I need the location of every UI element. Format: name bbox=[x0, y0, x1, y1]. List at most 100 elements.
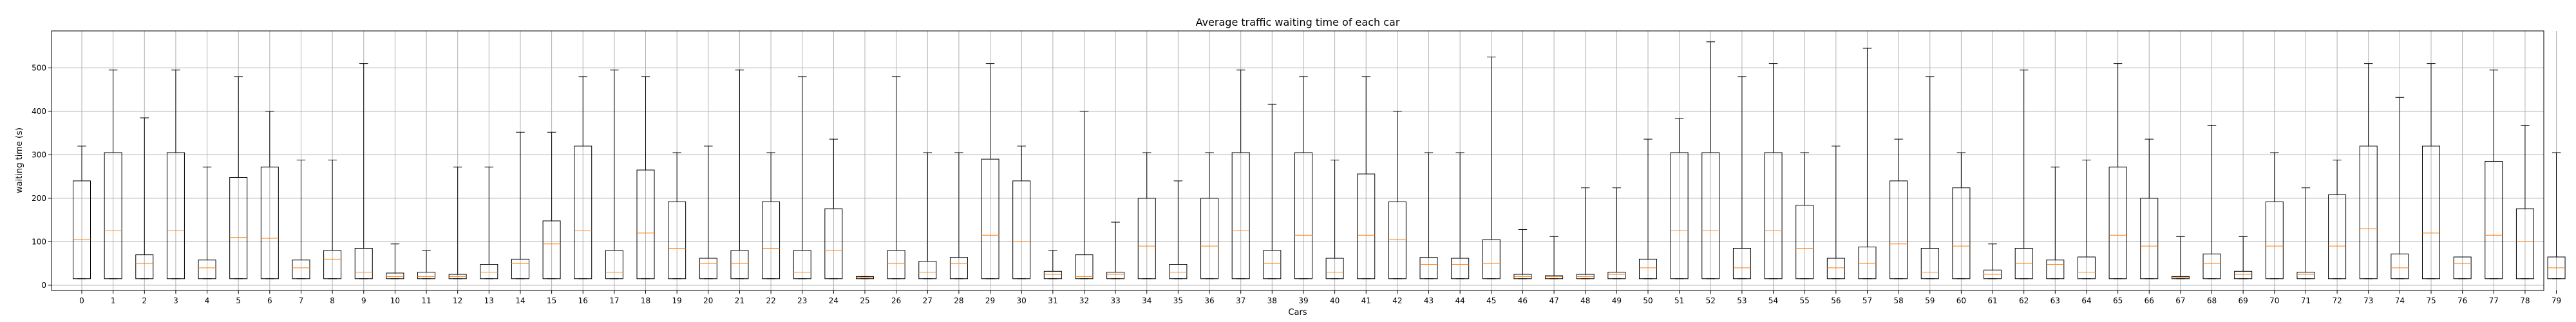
iqr-box bbox=[1952, 187, 1971, 279]
box-car-31 bbox=[1043, 250, 1062, 279]
x-tick-label: 78 bbox=[2520, 296, 2530, 305]
x-tick-label: 13 bbox=[484, 296, 494, 305]
box-car-27 bbox=[918, 152, 937, 279]
x-tick-label: 29 bbox=[985, 296, 995, 305]
box-car-9 bbox=[354, 63, 373, 279]
x-tick-label: 41 bbox=[1361, 296, 1371, 305]
box-car-40 bbox=[1325, 159, 1344, 279]
iqr-box bbox=[480, 263, 498, 279]
box-car-16 bbox=[574, 76, 592, 279]
box-car-78 bbox=[2515, 124, 2534, 279]
x-tick-label: 7 bbox=[299, 296, 304, 305]
iqr-box bbox=[1075, 254, 1094, 279]
x-tick-label: 9 bbox=[361, 296, 366, 305]
y-tick-label: 500 bbox=[32, 63, 46, 72]
iqr-box bbox=[1137, 198, 1156, 279]
x-tick-label: 5 bbox=[236, 296, 241, 305]
box-car-1 bbox=[104, 70, 122, 279]
x-tick-label: 0 bbox=[79, 296, 84, 305]
iqr-box bbox=[1294, 152, 1312, 279]
x-tick-label: 54 bbox=[1768, 296, 1778, 305]
x-tick-label: 77 bbox=[2489, 296, 2499, 305]
box-car-23 bbox=[793, 76, 811, 279]
iqr-box bbox=[292, 260, 310, 279]
x-tick-label: 4 bbox=[205, 296, 210, 305]
box-car-63 bbox=[2046, 166, 2065, 279]
iqr-box bbox=[2077, 256, 2096, 279]
box-car-20 bbox=[699, 146, 717, 279]
box-car-6 bbox=[260, 111, 279, 279]
iqr-box bbox=[166, 152, 185, 279]
iqr-box bbox=[2108, 166, 2127, 279]
x-tick-label: 19 bbox=[672, 296, 682, 305]
box-car-45 bbox=[1482, 57, 1501, 279]
box-car-70 bbox=[2265, 152, 2284, 279]
box-car-68 bbox=[2202, 124, 2221, 279]
box-car-43 bbox=[1419, 152, 1438, 279]
box-car-75 bbox=[2422, 63, 2440, 279]
box-car-14 bbox=[511, 131, 529, 279]
iqr-box bbox=[1357, 173, 1376, 279]
box-car-57 bbox=[1858, 48, 1877, 279]
iqr-box bbox=[1263, 250, 1282, 279]
x-tick-label: 15 bbox=[547, 296, 556, 305]
box-car-49 bbox=[1607, 187, 1626, 279]
y-axis-ticks: 0 100 200 300 400 500 bbox=[32, 63, 52, 290]
iqr-box bbox=[1043, 270, 1062, 279]
x-tick-label: 74 bbox=[2395, 296, 2405, 305]
x-tick-label: 28 bbox=[954, 296, 963, 305]
x-tick-label: 67 bbox=[2175, 296, 2185, 305]
box-car-15 bbox=[542, 131, 561, 279]
box-car-21 bbox=[730, 70, 749, 279]
y-tick-label: 300 bbox=[32, 150, 46, 159]
iqr-box bbox=[2234, 270, 2253, 279]
x-tick-label: 36 bbox=[1204, 296, 1214, 305]
iqr-box bbox=[949, 257, 968, 279]
iqr-box bbox=[699, 258, 717, 279]
iqr-box bbox=[636, 169, 655, 279]
box-car-62 bbox=[2014, 70, 2033, 279]
iqr-box bbox=[1482, 239, 1501, 279]
x-axis-label: Cars bbox=[1288, 308, 1307, 317]
iqr-box bbox=[1388, 201, 1406, 279]
x-tick-label: 47 bbox=[1549, 296, 1558, 305]
box-car-2 bbox=[135, 117, 154, 279]
x-tick-label: 33 bbox=[1110, 296, 1120, 305]
box-car-29 bbox=[981, 63, 999, 279]
iqr-box bbox=[824, 208, 843, 279]
plot-frame bbox=[51, 30, 2544, 291]
iqr-box bbox=[2515, 208, 2534, 279]
x-tick-label: 42 bbox=[1392, 296, 1402, 305]
box-car-46 bbox=[1513, 229, 1532, 279]
iqr-box bbox=[793, 250, 811, 279]
x-tick-label: 34 bbox=[1142, 296, 1151, 305]
box-car-7 bbox=[292, 159, 310, 279]
x-tick-label: 30 bbox=[1017, 296, 1027, 305]
iqr-box bbox=[2453, 256, 2472, 279]
iqr-box bbox=[1732, 248, 1751, 279]
box-car-79 bbox=[2547, 152, 2566, 279]
iqr-box bbox=[574, 146, 592, 279]
x-tick-label: 20 bbox=[703, 296, 713, 305]
iqr-box bbox=[2265, 201, 2284, 279]
iqr-box bbox=[2485, 161, 2503, 279]
x-tick-label: 31 bbox=[1048, 296, 1057, 305]
box-car-19 bbox=[668, 152, 687, 279]
x-tick-label: 37 bbox=[1236, 296, 1245, 305]
iqr-box bbox=[198, 260, 216, 279]
iqr-box bbox=[1920, 248, 1939, 279]
iqr-box bbox=[2297, 272, 2315, 279]
iqr-box bbox=[2202, 253, 2221, 279]
x-tick-label: 59 bbox=[1925, 296, 1935, 305]
x-tick-label: 56 bbox=[1831, 296, 1841, 305]
box-car-67 bbox=[2171, 236, 2190, 279]
box-car-38 bbox=[1263, 104, 1282, 279]
x-tick-label: 45 bbox=[1486, 296, 1496, 305]
box-car-64 bbox=[2077, 159, 2096, 279]
iqr-box bbox=[417, 272, 436, 279]
y-tick-label: 400 bbox=[32, 107, 46, 116]
iqr-box bbox=[1858, 246, 1877, 279]
x-tick-label: 40 bbox=[1330, 296, 1340, 305]
box-car-59 bbox=[1920, 76, 1939, 279]
box-car-5 bbox=[229, 76, 248, 279]
